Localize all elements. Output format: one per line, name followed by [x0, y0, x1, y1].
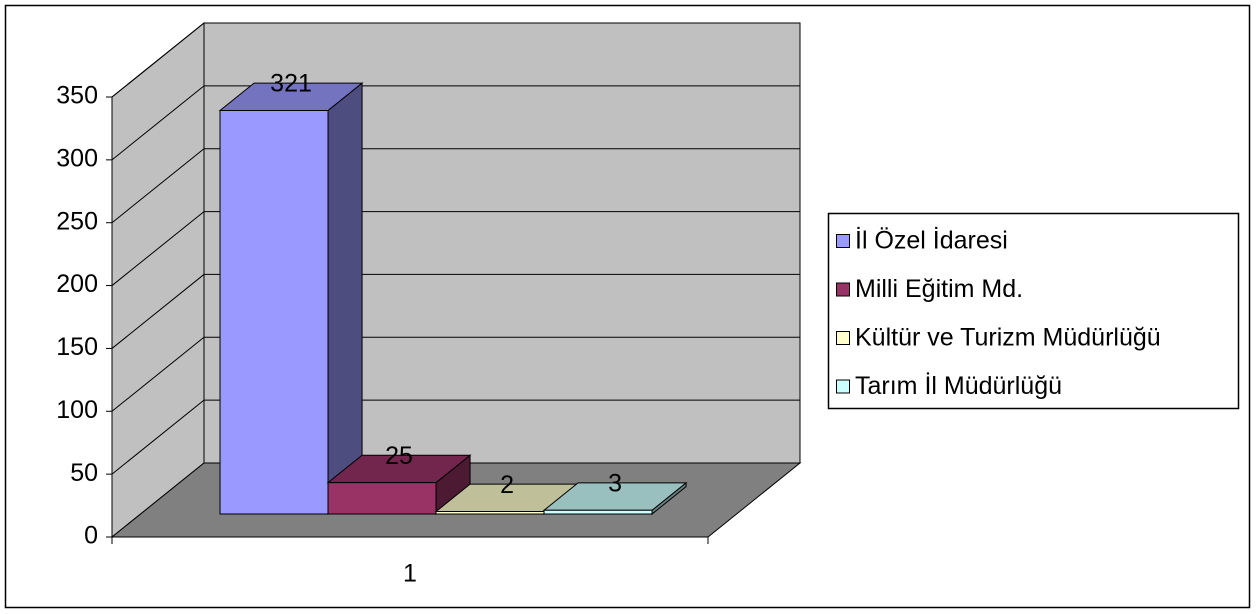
- grid-line: [111, 211, 800, 286]
- bar: [542, 481, 688, 516]
- legend-swatch: [836, 234, 850, 248]
- y-tick-label: 200: [56, 270, 98, 298]
- grid-line: [111, 336, 800, 412]
- data-label: 2: [500, 471, 514, 499]
- data-label: 321: [270, 70, 312, 98]
- grid-line: [111, 22, 800, 98]
- x-tick-label: 1: [403, 560, 417, 588]
- y-tick-label: 300: [56, 144, 98, 172]
- legend-label: Milli Eğitim Md.: [855, 275, 1023, 303]
- bar-side: [327, 82, 363, 516]
- grid-line: [111, 399, 800, 475]
- data-label: 3: [608, 470, 622, 498]
- legend-box: [827, 212, 1240, 410]
- legend-swatch: [836, 379, 850, 394]
- y-tick-label: 150: [56, 333, 98, 361]
- y-tick-label: 0: [84, 522, 98, 550]
- bar: [218, 82, 364, 516]
- legend-swatch: [836, 282, 850, 297]
- data-label: 25: [385, 442, 413, 470]
- grid-line: [111, 85, 800, 161]
- legend: İl Özel İdaresi Milli Eğitim Md. Kültür ve…: [827, 212, 1240, 410]
- side-wall: [111, 21, 205, 539]
- bar-front: [435, 511, 545, 515]
- legend-label: Kültür ve Turizm Müdürlüğü: [855, 324, 1161, 352]
- bar-front: [219, 110, 329, 515]
- bar-front: [327, 482, 437, 515]
- plot-area: 0 50 100 150 200 250 300 350 1 321 25 2 3: [56, 21, 802, 588]
- y-tick-label: 350: [56, 82, 98, 110]
- bar: [326, 454, 472, 516]
- legend-label: Tarım İl Müdürlüğü: [855, 371, 1062, 400]
- grid-line: [111, 273, 800, 349]
- y-tick-label: 250: [56, 207, 98, 235]
- bar-front: [543, 509, 653, 515]
- legend-swatch: [836, 331, 850, 345]
- y-tick-label: 50: [70, 459, 98, 487]
- grid-line: [111, 148, 800, 224]
- legend-label: İl Özel İdaresi: [855, 226, 1008, 255]
- y-tick-label: 100: [56, 396, 98, 424]
